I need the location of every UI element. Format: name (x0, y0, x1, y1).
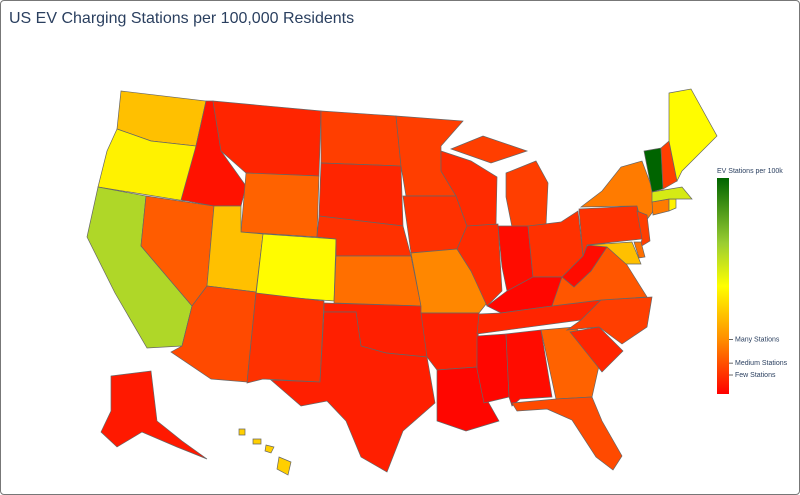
colorbar-tick-label: Few Stations (735, 372, 776, 379)
state (238, 428, 292, 476)
state (476, 333, 510, 404)
state (255, 233, 337, 302)
state (402, 195, 468, 254)
state (569, 326, 624, 373)
chart-title: US EV Charging Stations per 100,000 Resi… (9, 10, 354, 27)
state (318, 162, 404, 227)
state (420, 312, 480, 371)
state (270, 311, 436, 473)
state (668, 88, 718, 183)
state (246, 292, 325, 384)
colorbar-tick-label: Medium Stations (735, 360, 788, 367)
state (333, 255, 422, 307)
colorbar (717, 178, 729, 394)
state (511, 396, 623, 471)
state (651, 186, 693, 203)
state (320, 110, 402, 167)
state (100, 370, 208, 460)
state (240, 172, 320, 238)
state (636, 210, 651, 248)
colorbar-tick-label: Many Stations (735, 336, 780, 343)
colorbar-title: EV Stations per 100k (717, 168, 783, 175)
state (668, 198, 677, 212)
state (586, 241, 642, 265)
state (633, 241, 646, 259)
